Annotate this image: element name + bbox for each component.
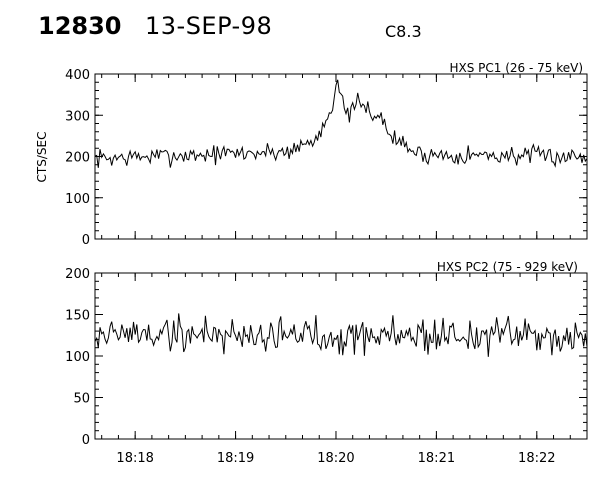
xtick-label: 18:20: [317, 451, 354, 466]
panel-pc2-title: HXS PC2 (75 - 929 keV): [437, 260, 578, 274]
xtick-label: 18:18: [116, 451, 153, 466]
y-axis-label: CTS/SEC: [35, 132, 49, 183]
ytick-label: 100: [65, 192, 90, 207]
ytick-label: 150: [65, 309, 90, 324]
panel-pc1-title: HXS PC1 (26 - 75 keV): [449, 61, 583, 75]
series-pc1: [94, 79, 588, 168]
xtick-label: 18:21: [418, 451, 455, 466]
panel-pc1: HXS PC1 (26 - 75 keV) CTS/SEC 0 100 200 300…: [35, 61, 588, 248]
panel-pc1-ticks: [95, 73, 588, 240]
series-pc2: [94, 313, 588, 357]
ytick-label: 300: [65, 109, 90, 124]
event-id: 12830: [38, 12, 122, 40]
xtick-label: 18:22: [518, 451, 555, 466]
panel-pc2-xtick-labels: 18:18 18:19 18:20 18:21 18:22: [116, 451, 555, 466]
goes-class: C8.3: [385, 22, 422, 41]
ytick-label: 100: [65, 350, 90, 365]
ytick-label: 200: [65, 267, 90, 282]
ytick-label: 50: [73, 392, 90, 407]
event-date: 13-SEP-98: [145, 12, 273, 40]
panel-pc2-ticks: [95, 272, 588, 440]
ytick-label: 200: [65, 151, 90, 166]
panel-pc2: HXS PC2 (75 - 929 keV) 0 50 100 150 200 18:1…: [65, 260, 588, 466]
panel-pc1-ytick-labels: 0 100 200 300 400: [65, 68, 90, 248]
xtick-label: 18:19: [217, 451, 254, 466]
panel-pc2-frame: [94, 272, 588, 440]
panel-pc2-ytick-labels: 0 50 100 150 200: [65, 267, 90, 448]
ytick-label: 0: [82, 433, 90, 448]
ytick-label: 400: [65, 68, 90, 83]
ytick-label: 0: [82, 233, 90, 248]
